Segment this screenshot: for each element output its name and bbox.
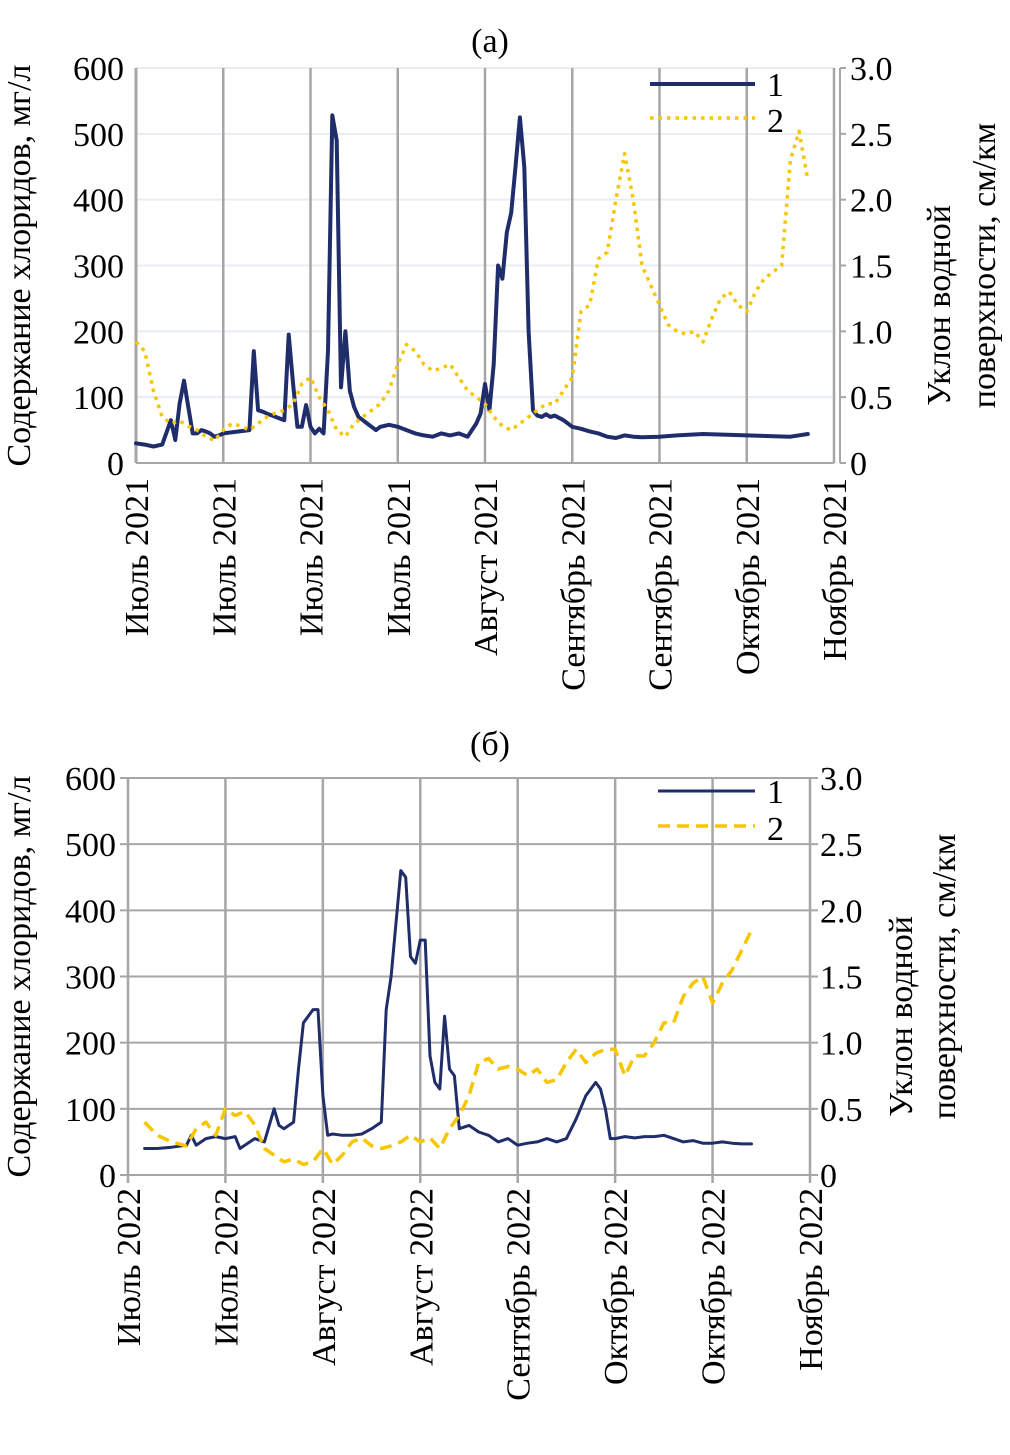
y2-tick-label: 1.0	[850, 314, 893, 351]
y2-axis-title-line1: Уклон водной	[883, 916, 920, 1117]
y2-tick-label: 3.0	[820, 761, 863, 798]
chart-panel-b: 0 100 200 300 400 500 600 0 0.5 1.0 1.5 2.0 2.5 3.0 Ию…	[1, 726, 963, 1401]
y-tick-label: 200	[73, 314, 124, 351]
x-tick-label: Октябрь 2021	[730, 478, 767, 675]
y-tick-label: 600	[65, 761, 116, 798]
x-tick-label: Июль 2021	[119, 478, 156, 636]
x-tick-label: Август 2021	[468, 478, 505, 656]
x-tick-label: Сентябрь 2021	[555, 478, 592, 691]
y-tick-label: 0	[99, 1158, 116, 1195]
y2-tick-label: 2.0	[820, 893, 863, 930]
y2-axis-title-line1: Уклон водной	[921, 205, 958, 406]
y2-tick-label: 2.5	[850, 117, 893, 154]
x-tick-label: Июль 2021	[294, 478, 331, 636]
y2-tick-label: 1.5	[820, 960, 863, 997]
y2-tick-label: 0.5	[850, 380, 893, 417]
x-tick-label: Ноябрь 2021	[817, 478, 854, 661]
y2-tick-label: 0	[850, 446, 867, 483]
y-tick-label: 0	[107, 446, 124, 483]
x-tick-label: Ноябрь 2022	[793, 1188, 830, 1371]
x-tick-label: Июль 2022	[208, 1188, 245, 1346]
y-tick-label: 400	[73, 183, 124, 220]
y-tick-label: 500	[65, 827, 116, 864]
series-line-2	[143, 929, 754, 1167]
legend-label-2: 2	[767, 811, 784, 848]
y-axis-title: Содержание хлоридов, мг/л	[1, 64, 38, 466]
series-line-2	[134, 129, 810, 443]
x-tick-label: Сентябрь 2022	[501, 1188, 538, 1401]
y2-tick-label: 1.0	[820, 1026, 863, 1063]
x-tick-label: Август 2022	[306, 1188, 343, 1366]
y2-axis-title-line2: поверхности, см/км	[966, 123, 1003, 408]
x-tick-label: Июль 2021	[206, 478, 243, 636]
y-tick-label: 300	[65, 960, 116, 997]
legend-label-1: 1	[767, 67, 784, 104]
y2-tick-label: 3.0	[850, 51, 893, 88]
panel-title: (б)	[470, 726, 510, 763]
x-tick-label: Сентябрь 2021	[643, 478, 680, 691]
y2-tick-label: 0.5	[820, 1092, 863, 1129]
y-tick-label: 100	[73, 380, 124, 417]
y-axis-title: Содержание хлоридов, мг/л	[1, 775, 38, 1177]
chart-panel-a: 0 100 200 300 400 500 600 0 0.5 1.0 1.5 2.0 2.5 3.0 Ию…	[1, 23, 1003, 691]
y-tick-label: 600	[73, 51, 124, 88]
x-tick-label: Август 2022	[403, 1188, 440, 1366]
y-tick-label: 300	[73, 249, 124, 286]
y2-tick-label: 2.5	[820, 827, 863, 864]
x-tick-label: Октябрь 2022	[598, 1188, 635, 1385]
y-tick-label: 100	[65, 1092, 116, 1129]
y-tick-label: 500	[73, 117, 124, 154]
y2-axis-title-line2: поверхности, см/км	[926, 834, 963, 1119]
y2-tick-label: 0	[820, 1158, 837, 1195]
y2-tick-label: 2.0	[850, 183, 893, 220]
series-line-1	[143, 869, 753, 1150]
y-tick-label: 400	[65, 893, 116, 930]
x-tick-label: Июль 2022	[111, 1188, 148, 1346]
panel-title: (а)	[471, 23, 509, 60]
legend-label-1: 1	[767, 774, 784, 811]
legend-label-2: 2	[767, 103, 784, 140]
y2-tick-label: 1.5	[850, 249, 893, 286]
x-tick-label: Октябрь 2022	[696, 1188, 733, 1385]
y-tick-label: 200	[65, 1026, 116, 1063]
x-tick-label: Июль 2021	[381, 478, 418, 636]
